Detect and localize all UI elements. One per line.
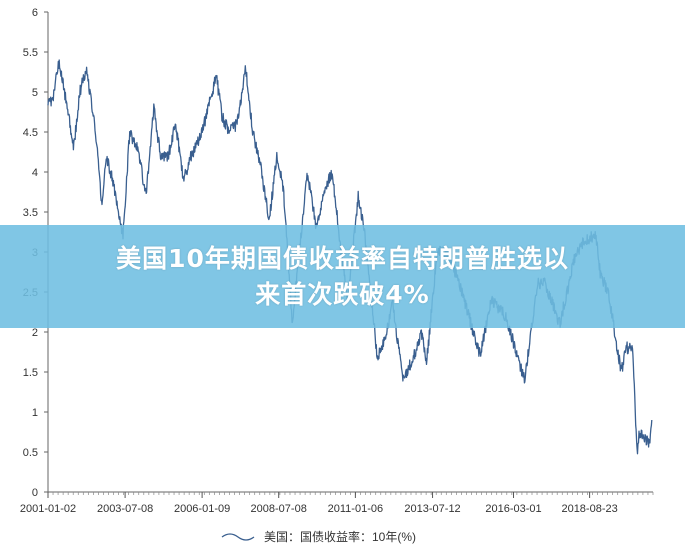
legend: 美国：国债收益率：10年(%) (221, 529, 416, 544)
y-tick-label: 6 (32, 7, 38, 19)
x-tick-label: 2011-01-06 (328, 503, 383, 515)
x-tick-label: 2013-07-12 (404, 503, 460, 515)
y-tick-label: 5 (32, 87, 38, 99)
y-tick-label: 0.5 (23, 447, 38, 459)
legend-label: 美国：国债收益率：10年(%) (264, 529, 416, 544)
x-tick-label: 2001-01-02 (20, 503, 76, 515)
y-tick-label: 1 (32, 407, 38, 419)
y-tick-label: 4 (32, 167, 38, 179)
x-tick-label: 2016-03-01 (485, 503, 541, 515)
headline-line-1: 美国10年期国债收益率自特朗普胜选以 (116, 243, 569, 273)
legend-line-swatch (221, 533, 255, 541)
y-tick-label: 5.5 (23, 47, 38, 59)
y-tick-label: 4.5 (23, 127, 38, 139)
x-tick-label: 2008-07-08 (251, 503, 307, 515)
y-tick-label: 2 (32, 327, 38, 339)
x-axis: 2001-01-02 2003-07-08 2006-01-09 2008-07-08… (20, 491, 654, 515)
headline-line-2: 来首次跌破4% (255, 279, 430, 309)
y-tick-label: 0 (32, 487, 38, 499)
y-tick-label: 3.5 (23, 207, 38, 219)
x-tick-label: 2018-08-23 (561, 503, 617, 515)
x-tick-label: 2003-07-08 (97, 503, 153, 515)
y-tick-label: 1.5 (23, 367, 38, 379)
headline-banner: 美国10年期国债收益率自特朗普胜选以 来首次跌破4% (0, 225, 685, 328)
x-tick-label: 2006-01-09 (174, 503, 230, 515)
